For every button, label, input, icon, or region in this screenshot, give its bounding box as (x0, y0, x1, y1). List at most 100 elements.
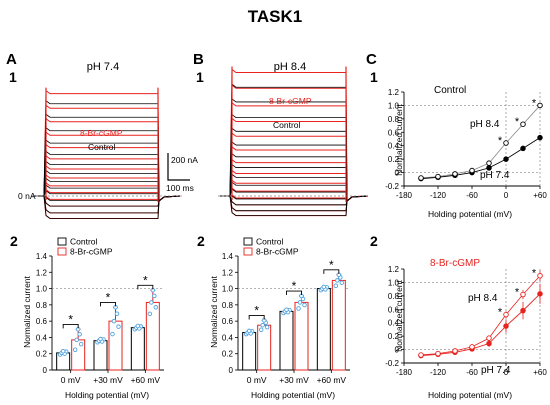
a2-plot-x-tick-label: +60 mV (131, 375, 161, 385)
a1-title: pH 7.4 (87, 61, 119, 73)
a2-plot-dot-control (98, 336, 103, 342)
c2-plot-y-tick-label: 1.2 (388, 265, 400, 274)
c2-plot-point (503, 323, 509, 329)
c1-plot-x-tick-label: 0 (504, 191, 509, 200)
c1-plot-point (537, 102, 543, 109)
c2-ylabel: Normalized current (394, 279, 404, 351)
c2-plot-x-tick-label: 0 (504, 368, 509, 377)
a2-plot-dot-cgmp (152, 293, 157, 299)
panel-number-c1: 1 (370, 69, 378, 85)
panel-a2: 0 0.2 0.4 0.6 0.8 1.0 1.2 1.4 * 0 mV * +30 mV * +60 m… (22, 237, 164, 400)
panel-number-c2: 2 (370, 233, 378, 249)
c1-plot-y-tick-label: -0.2 (385, 182, 399, 191)
b2-xlabel: Holding potential (mV) (251, 390, 335, 400)
c2-label-ph84: pH 8.4 (468, 293, 498, 304)
panel-letter-b: B (193, 51, 204, 68)
b2-plot-bar-cgmp (331, 279, 346, 371)
a2-legend-swatch-cgmp (57, 247, 67, 256)
b1-traces-control-trace (220, 195, 369, 216)
c2-plot-sig-star: * (532, 268, 537, 280)
b2-plot-bar-cgmp (257, 324, 272, 371)
c1-plot-x-tick-label: -180 (396, 191, 413, 200)
b2-plot-dot-control (321, 284, 327, 290)
b2-plot-sig-bracket (286, 290, 302, 296)
a1-traces (32, 87, 182, 219)
a2-plot-x-tick-label: 0 mV (61, 375, 81, 385)
c1-plot-y-tick-label: 0.6 (388, 128, 400, 137)
a2-plot-dot-cgmp (77, 331, 82, 337)
a2-plot-dot-control (135, 323, 141, 329)
c1-plot-y-tick-label: 0.8 (388, 115, 400, 124)
c2-annotation: 8-Br-cGMP (430, 258, 480, 269)
c1-plot-point (486, 160, 492, 166)
a2-plot-y-tick-label: 0.4 (36, 333, 48, 342)
c2-plot-y-tick-label: 0 (395, 346, 400, 355)
b2-plot-dot-cgmp (258, 327, 264, 333)
a2-plot-y-tick-label: 0.6 (36, 317, 48, 326)
a2-plot: 0 0.2 0.4 0.6 0.8 1.0 1.2 1.4 * 0 mV * +30 mV * +60 m… (36, 252, 164, 385)
c1-plot-point (520, 145, 526, 152)
a2-plot-x-tick-label: +30 mV (93, 375, 123, 385)
a1-traces-control-trace (34, 195, 181, 219)
a2-plot-sig-star: * (68, 312, 73, 326)
b2-plot-y-tick-label: 0.2 (222, 350, 234, 359)
c1-plot-sig-star: * (498, 135, 503, 147)
a2-plot-y-tick-label: 0.2 (36, 350, 48, 359)
b2-plot-dot-cgmp (335, 278, 340, 283)
c2-plot: -0.2 0 0.2 0.4 0.6 0.8 1.0 1.2 -180 -120 -60 0 +60 * *… (385, 265, 547, 377)
a2-plot-dot-control (60, 349, 66, 354)
a2-plot-dot-cgmp (72, 347, 78, 353)
c1-plot-point (469, 167, 475, 174)
a2-plot-dot-cgmp (74, 337, 79, 343)
b2-plot-dot-cgmp (260, 322, 265, 328)
c1-plot: -0.2 0 0.2 0.4 0.6 0.8 1.0 1.2 -180 -120 -60 0 +60 * *… (385, 88, 547, 200)
b2-plot-sig-star: * (329, 258, 334, 272)
c1-plot-sig-star: * (515, 116, 520, 128)
c1-plot-point (537, 134, 543, 141)
c1-plot-point (418, 175, 424, 181)
b2-plot-y-tick-label: 0.8 (222, 301, 234, 310)
c2-plot-point (469, 344, 475, 350)
b1-cgmp-label: 8-Br-cGMP (269, 96, 312, 106)
b2-plot-dot-control (284, 307, 289, 312)
b2-plot: 0 0.2 0.4 0.6 0.8 1.0 1.2 1.4 * 0 mV * +30 mV * +60 m… (222, 252, 350, 385)
b2-legend-cgmp: 8-Br-cGMP (256, 247, 299, 257)
a2-plot-dot-cgmp (111, 318, 117, 324)
b2-plot-dot-control (246, 328, 252, 334)
c1-plot-y-tick-label: 0.2 (388, 155, 400, 164)
c2-plot-point (537, 272, 543, 279)
c1-ylabel: Normalized current (394, 103, 404, 175)
c1-plot-y-tick-label: 0 (395, 169, 400, 178)
c2-label-ph74: pH 7.4 (481, 365, 511, 376)
c2-plot-y-tick-label: 0.8 (388, 292, 400, 301)
b2-plot-sig-bracket (323, 269, 340, 274)
a2-plot-dot-cgmp (153, 305, 159, 310)
panel-number-a1: 1 (9, 69, 17, 85)
a2-plot-sig-star: * (143, 273, 148, 287)
c2-plot-x-tick-label: -120 (430, 368, 447, 377)
b2-plot-x-tick-label: +30 mV (279, 375, 309, 385)
a1-control-label: Control (88, 142, 116, 152)
b2-plot-bar-control (242, 332, 257, 371)
c1-plot-point (520, 121, 526, 127)
panel-number-b1: 1 (196, 69, 204, 85)
a2-plot-dot-cgmp (114, 311, 120, 317)
c1-label-ph84: pH 8.4 (470, 119, 500, 130)
b2-legend-swatch-control (243, 237, 253, 246)
c2-plot-x-tick-label: -180 (396, 368, 413, 377)
panel-number-b2: 2 (197, 233, 205, 249)
a2-plot-y-tick-label: 1.2 (36, 268, 48, 277)
c2-plot-point (435, 350, 441, 357)
c2-plot-sig-star: * (498, 307, 503, 319)
c1-plot-point (503, 140, 509, 146)
a2-plot-y-tick-label: 0.8 (36, 301, 48, 310)
c2-plot-point (537, 291, 543, 297)
c2-plot-sig-star: * (515, 287, 520, 299)
a2-plot-sig-bracket (137, 284, 154, 290)
b2-plot-bar-control (316, 288, 331, 371)
c2-plot-line-ph84 (420, 275, 541, 356)
a2-plot-bar-cgmp (108, 320, 123, 371)
c1-plot-y-tick-label: 0.4 (388, 142, 400, 151)
b2-plot-dot-cgmp (297, 300, 303, 305)
